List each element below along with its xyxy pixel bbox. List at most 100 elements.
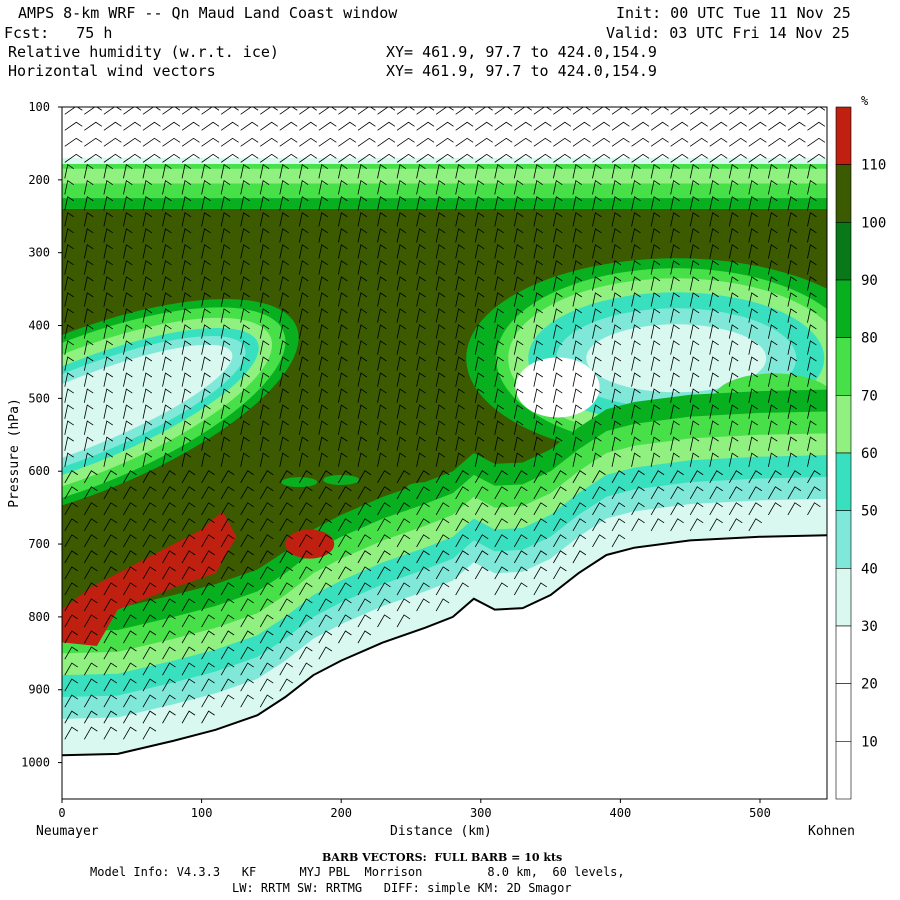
wind-barb: [162, 121, 181, 131]
wind-barb: [318, 228, 328, 243]
wind-barb: [298, 388, 309, 403]
wind-barb: [377, 324, 387, 339]
wind-barb: [162, 228, 172, 243]
wind-barb: [279, 630, 293, 644]
rh-contour-east: [515, 357, 600, 418]
wind-barb: [709, 107, 728, 115]
wind-barb: [416, 340, 426, 355]
wind-barb: [474, 518, 489, 532]
wind-barb: [181, 550, 196, 564]
wind-barb: [513, 324, 524, 339]
wind-barb: [552, 228, 563, 243]
wind-barb: [592, 388, 602, 403]
wind-barb: [494, 228, 504, 243]
wind-barb: [474, 356, 485, 371]
wind-barb: [259, 276, 270, 291]
wind-barb: [592, 153, 611, 163]
wind-barb: [259, 550, 274, 564]
wind-barb: [455, 518, 469, 532]
wind-barb: [767, 260, 778, 275]
wind-barb: [103, 452, 114, 467]
wind-barb: [455, 436, 465, 451]
wind-barb: [513, 164, 524, 179]
wind-barb: [64, 550, 79, 564]
wind-barb: [357, 502, 372, 516]
wind-barb: [123, 630, 137, 644]
wind-barb: [474, 486, 489, 500]
wind-barb: [767, 228, 778, 243]
wind-barb: [513, 372, 524, 387]
y-tick-label: 400: [28, 319, 50, 333]
wind-barb: [123, 662, 137, 676]
wind-barb: [357, 107, 376, 115]
wind-barb: [162, 420, 172, 435]
wind-barb: [728, 518, 743, 532]
wind-barb: [416, 196, 426, 211]
wind-barb: [670, 292, 680, 307]
wind-barb: [377, 388, 387, 403]
wind-barb: [259, 630, 274, 644]
wind-barb: [416, 502, 430, 516]
wind-barb: [553, 518, 567, 532]
wind-barb: [357, 340, 368, 355]
wind-barb: [455, 137, 474, 147]
wind-barb: [435, 121, 454, 131]
wind-barb: [201, 452, 211, 467]
wind-barb: [552, 404, 563, 419]
wind-barb: [83, 470, 98, 484]
wind-barb: [260, 137, 278, 147]
wind-barb: [279, 486, 293, 500]
wind-barb: [728, 372, 739, 387]
wind-barb: [181, 694, 196, 708]
wind-barb: [748, 180, 758, 195]
wind-barb: [416, 598, 430, 612]
wind-barb: [709, 324, 719, 339]
wind-barb: [611, 404, 622, 419]
wind-barb: [123, 710, 137, 724]
wind-barb: [318, 582, 333, 596]
wind-barb: [142, 470, 157, 484]
wind-barb: [123, 164, 133, 179]
wind-barb: [142, 550, 157, 564]
wind-barb: [259, 372, 270, 387]
wind-barb: [298, 164, 309, 179]
wind-barb: [416, 153, 435, 163]
wind-barb: [162, 372, 172, 387]
wind-barb: [474, 502, 489, 516]
wind-barb: [123, 534, 137, 548]
wind-barb: [435, 356, 446, 371]
wind-barb: [552, 276, 563, 291]
wind-barb: [689, 121, 708, 131]
wind-barb: [670, 502, 684, 516]
wind-barb: [631, 340, 641, 355]
wind-barb: [201, 260, 211, 275]
wind-barb: [220, 196, 231, 211]
wind-barb: [592, 372, 602, 387]
wind-barb: [611, 107, 630, 115]
wind-barb: [64, 566, 79, 580]
wind-barb: [494, 550, 508, 564]
wind-barb: [787, 502, 802, 516]
wind-barb: [807, 107, 826, 115]
wind-barb: [162, 646, 176, 660]
wind-barb: [162, 662, 176, 676]
wind-barb: [650, 340, 661, 355]
wind-barb: [396, 244, 407, 259]
wind-barb: [240, 137, 259, 147]
wind-barb: [142, 153, 161, 163]
x-tick-label: 300: [470, 806, 492, 820]
wind-barb: [748, 164, 758, 179]
wind-barb: [83, 646, 98, 660]
wind-barb: [338, 614, 352, 628]
wind-barb: [142, 356, 153, 371]
wind-barb: [83, 614, 98, 628]
wind-barb: [123, 212, 133, 227]
wind-barb: [162, 356, 172, 371]
y-tick-label: 200: [28, 173, 50, 187]
wind-barb: [318, 436, 328, 451]
wind-barb: [396, 502, 411, 516]
x-tick-label: 200: [330, 806, 352, 820]
wind-barb: [83, 276, 94, 291]
wind-barb: [513, 420, 524, 435]
wind-barb: [631, 153, 650, 163]
